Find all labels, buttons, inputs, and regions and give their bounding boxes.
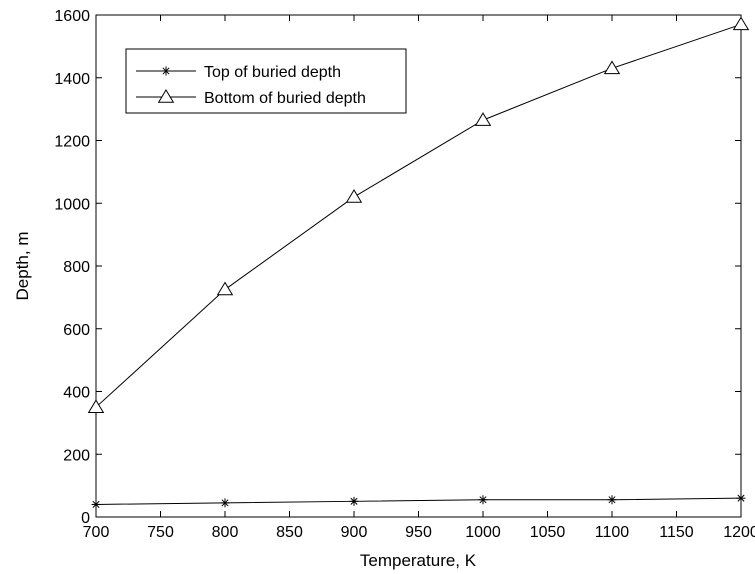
data-point bbox=[87, 399, 105, 413]
series-layer bbox=[87, 16, 750, 509]
y-tick-label: 400 bbox=[63, 385, 90, 402]
x-tick-label: 1100 bbox=[595, 524, 630, 541]
x-axis-label: Temperature, K bbox=[360, 551, 477, 570]
x-tick-label: 900 bbox=[341, 524, 368, 541]
legend: Top of buried depth Bottom of buried dept… bbox=[125, 48, 407, 114]
x-tick-label: 1000 bbox=[465, 524, 501, 541]
data-point bbox=[478, 495, 488, 505]
y-tick-label: 200 bbox=[63, 447, 90, 464]
legend-entry: Bottom of buried depth bbox=[204, 90, 366, 107]
data-point bbox=[736, 493, 746, 503]
y-axis-label: Depth, m bbox=[13, 232, 32, 301]
data-point bbox=[732, 16, 750, 31]
y-tick-label: 800 bbox=[63, 259, 90, 276]
data-point bbox=[91, 499, 101, 509]
legend-entry: Top of buried depth bbox=[204, 64, 341, 81]
y-axis: 0 200 400 600 800 1000 1200 1400 1600 bbox=[54, 8, 741, 527]
x-tick-label: 850 bbox=[276, 524, 303, 541]
x-tick-label: 1150 bbox=[659, 524, 694, 541]
data-point bbox=[345, 189, 363, 203]
x-axis: 700 750 800 850 900 950 1000 1050 1100 1150 1200 bbox=[83, 15, 755, 541]
data-point bbox=[349, 496, 359, 506]
series-1 bbox=[91, 493, 746, 509]
y-tick-label: 1200 bbox=[54, 134, 90, 151]
x-tick-label: 1200 bbox=[723, 524, 755, 541]
series-line bbox=[95, 23, 742, 408]
x-tick-label: 800 bbox=[212, 524, 239, 541]
x-tick-label: 1050 bbox=[530, 524, 566, 541]
series-2 bbox=[87, 16, 750, 413]
data-point bbox=[216, 281, 234, 296]
y-tick-label: 600 bbox=[63, 322, 90, 339]
series-line bbox=[95, 497, 742, 505]
x-tick-label: 750 bbox=[147, 524, 174, 541]
data-point bbox=[607, 495, 617, 505]
data-point bbox=[603, 60, 621, 75]
data-point bbox=[474, 112, 492, 126]
y-tick-label: 1400 bbox=[54, 71, 90, 88]
legend-marker bbox=[161, 66, 171, 76]
data-point bbox=[220, 498, 230, 508]
x-tick-label: 700 bbox=[83, 524, 110, 541]
y-tick-label: 1000 bbox=[54, 196, 90, 213]
y-tick-label: 0 bbox=[81, 510, 90, 527]
x-tick-label: 950 bbox=[405, 524, 432, 541]
y-tick-label: 1600 bbox=[54, 8, 90, 25]
legend-marker bbox=[157, 89, 175, 103]
